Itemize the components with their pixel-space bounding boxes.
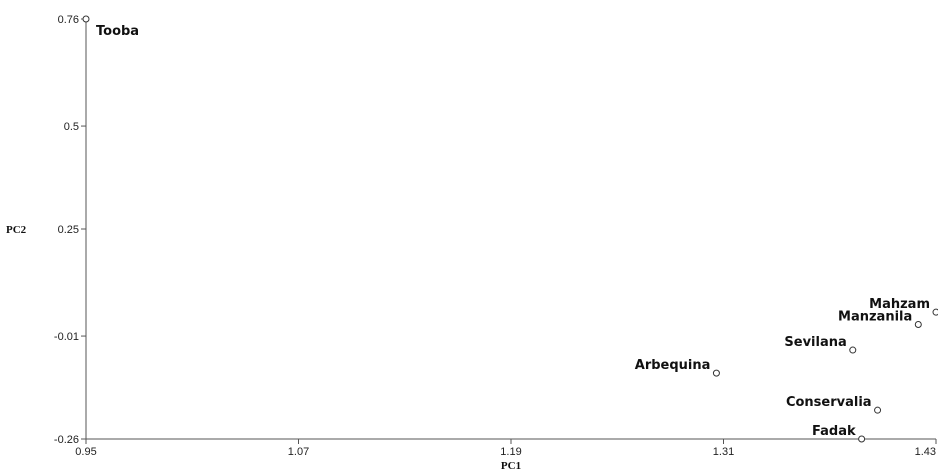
data-point-marker: [82, 15, 90, 23]
y-tick-label: 0.5: [64, 121, 79, 133]
data-point-label: Arbequina: [635, 358, 711, 373]
data-point-label: Tooba: [96, 24, 139, 39]
x-tick-label: 1.43: [915, 446, 936, 458]
data-point-marker: [932, 308, 938, 316]
data-point-label: Mahzam: [869, 297, 930, 312]
data-point-label: Fadak: [812, 424, 856, 439]
x-axis-ticks: 0.95 1.07 1.19 1.31 1.43: [75, 439, 937, 458]
y-tick-label: 0.76: [58, 14, 79, 26]
data-point-marker: [849, 346, 857, 354]
data-point-marker: [712, 369, 720, 377]
data-point-label: Sevilana: [784, 335, 846, 350]
x-tick-label: 1.31: [713, 446, 734, 458]
y-tick-label: 0.25: [58, 224, 79, 236]
data-point-label: Manzanila: [838, 310, 912, 325]
x-axis-title: PC1: [501, 460, 521, 472]
data-point-marker: [874, 406, 882, 414]
x-tick-label: 1.07: [288, 446, 309, 458]
x-tick-label: 1.19: [500, 446, 521, 458]
y-axis-title: PC2: [6, 224, 27, 236]
data-point-marker: [914, 321, 922, 329]
y-tick-label: -0.01: [54, 331, 79, 343]
x-tick-label: 0.95: [75, 446, 96, 458]
y-tick-label: -0.26: [54, 434, 79, 446]
data-point-label: Conservalia: [786, 395, 872, 410]
data-point-marker: [858, 435, 866, 443]
y-axis-ticks: 0.76 0.5 0.25 -0.01 -0.26: [54, 14, 86, 446]
